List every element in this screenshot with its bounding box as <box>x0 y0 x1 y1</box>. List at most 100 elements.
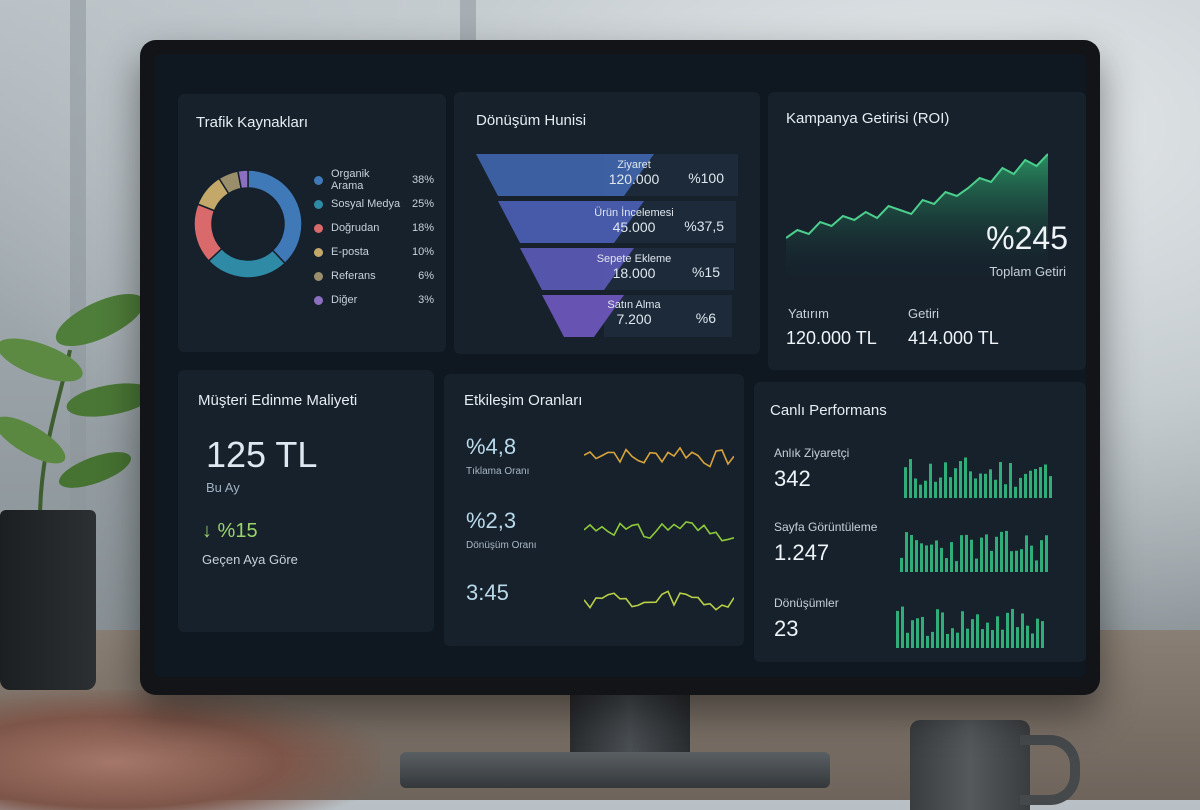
funnel-stage-label: Sepete Ekleme <box>596 253 672 265</box>
live-visitors-bars <box>904 457 1052 498</box>
legend-dot <box>314 223 323 233</box>
funnel-chart <box>476 154 738 337</box>
conversion-rate-sparkline <box>584 521 734 542</box>
live-bar <box>920 543 923 572</box>
live-bar <box>931 631 934 648</box>
funnel-stage-value: 7.200 <box>616 311 652 327</box>
user-hand <box>0 690 380 810</box>
live-bar <box>961 611 964 648</box>
live-bar <box>921 616 924 648</box>
live-bar <box>1014 486 1017 498</box>
live-bar <box>959 461 962 498</box>
legend-dot <box>314 295 323 305</box>
live-bar <box>1030 545 1033 572</box>
live-bar <box>970 539 973 572</box>
funnel-stage-pct: %6 <box>695 310 716 326</box>
live-bar <box>976 614 979 648</box>
live-bar <box>929 463 932 498</box>
sparkline-path <box>584 590 734 611</box>
legend-item: Referans 6% <box>314 264 434 288</box>
live-bar <box>974 478 977 498</box>
live-bar <box>924 480 927 498</box>
funnel-stage-pct: %15 <box>691 264 720 280</box>
live-performance-panel: Canlı Performans Anlık Ziyaretçi 342 Say… <box>754 382 1086 662</box>
funnel-stage-3: Satın Alma 7.200 <box>574 298 694 326</box>
live-bar <box>1031 633 1034 648</box>
roi-line <box>786 153 1048 239</box>
live-bar <box>936 609 939 648</box>
live-bar <box>964 457 967 498</box>
live-bar <box>1004 484 1007 498</box>
live-bar <box>901 606 904 648</box>
conversions-bars <box>896 606 1044 648</box>
live-bar <box>1035 560 1038 572</box>
live-bar <box>941 612 944 648</box>
ctr-label: Tıklama Oranı <box>466 466 530 477</box>
legend-label: Doğrudan <box>331 222 380 234</box>
live-bar <box>1009 463 1012 498</box>
live-bar <box>1019 477 1022 498</box>
traffic-sources-panel: Trafik Kaynakları Organik Arama 38% Sosya… <box>178 94 446 352</box>
live-bar <box>1016 627 1019 648</box>
live-bar <box>971 619 974 648</box>
live-bar <box>925 545 928 572</box>
live-bar <box>1044 464 1047 498</box>
legend-label: Sosyal Medya <box>331 198 401 210</box>
donut-slice <box>207 247 287 279</box>
legend-label: Referans <box>331 270 376 282</box>
live-bar <box>926 635 929 648</box>
session-duration-sparkline <box>584 590 734 611</box>
traffic-donut-chart <box>193 169 303 279</box>
live-bar <box>1034 468 1037 498</box>
funnel-stage-shape <box>542 295 624 337</box>
live-bar <box>909 459 912 498</box>
roi-area <box>786 154 1048 278</box>
funnel-stage-0: Ziyaret 120.000 <box>574 158 694 186</box>
live-bar <box>979 473 982 498</box>
live-bar <box>1015 550 1018 572</box>
legend-dot <box>314 271 323 281</box>
page-views-value: 1.247 <box>774 540 830 565</box>
live-bar <box>951 628 954 648</box>
legend-dot <box>314 175 323 185</box>
live-bar <box>985 534 988 572</box>
live-bar <box>984 473 987 498</box>
roi-title: Kampanya Getirisi (ROI) <box>786 110 950 127</box>
cac-value: 125 TL <box>206 434 318 475</box>
live-bar <box>940 547 943 572</box>
donut-slice <box>193 203 223 263</box>
ctr-sparkline <box>584 446 734 468</box>
live-bar <box>996 616 999 648</box>
live-bar <box>1045 535 1048 572</box>
live-bar <box>950 542 953 572</box>
live-bar <box>965 534 968 572</box>
live-bar <box>900 557 903 572</box>
live-bar <box>935 540 938 572</box>
session-duration-value: 3:45 <box>466 580 509 605</box>
legend-pct: 3% <box>418 294 434 306</box>
legend-item: E-posta 10% <box>314 240 434 264</box>
donut-slice <box>237 169 249 190</box>
live-bar <box>1021 613 1024 648</box>
return-label: Getiri <box>908 306 940 321</box>
live-bar <box>975 558 978 572</box>
ctr-value: %4,8 <box>466 434 517 459</box>
live-bar <box>914 478 917 498</box>
live-bar <box>915 540 918 572</box>
legend-pct: 25% <box>411 198 434 210</box>
live-bar <box>1026 625 1029 648</box>
cac-panel: Müşteri Edinme Maliyeti 125 TL Bu Ay ↓ %… <box>178 370 434 632</box>
coffee-mug <box>910 720 1030 810</box>
funnel-stage-2: Sepete Ekleme 18.000 <box>574 252 694 280</box>
legend-item: Sosyal Medya 25% <box>314 192 434 216</box>
investment-value: 120.000 TL <box>786 328 877 348</box>
live-bar <box>1029 470 1032 498</box>
funnel-stage-label: Ziyaret <box>617 159 651 171</box>
live-bar <box>904 467 907 498</box>
funnel-stage-label: Ürün İncelemesi <box>594 207 674 219</box>
legend-pct: 10% <box>411 246 434 258</box>
plant <box>0 293 154 521</box>
legend-item: Doğrudan 18% <box>314 216 434 240</box>
roi-panel: Kampanya Getirisi (ROI) %245 Toplam Geti… <box>768 92 1086 370</box>
legend-pct: 18% <box>411 222 434 234</box>
